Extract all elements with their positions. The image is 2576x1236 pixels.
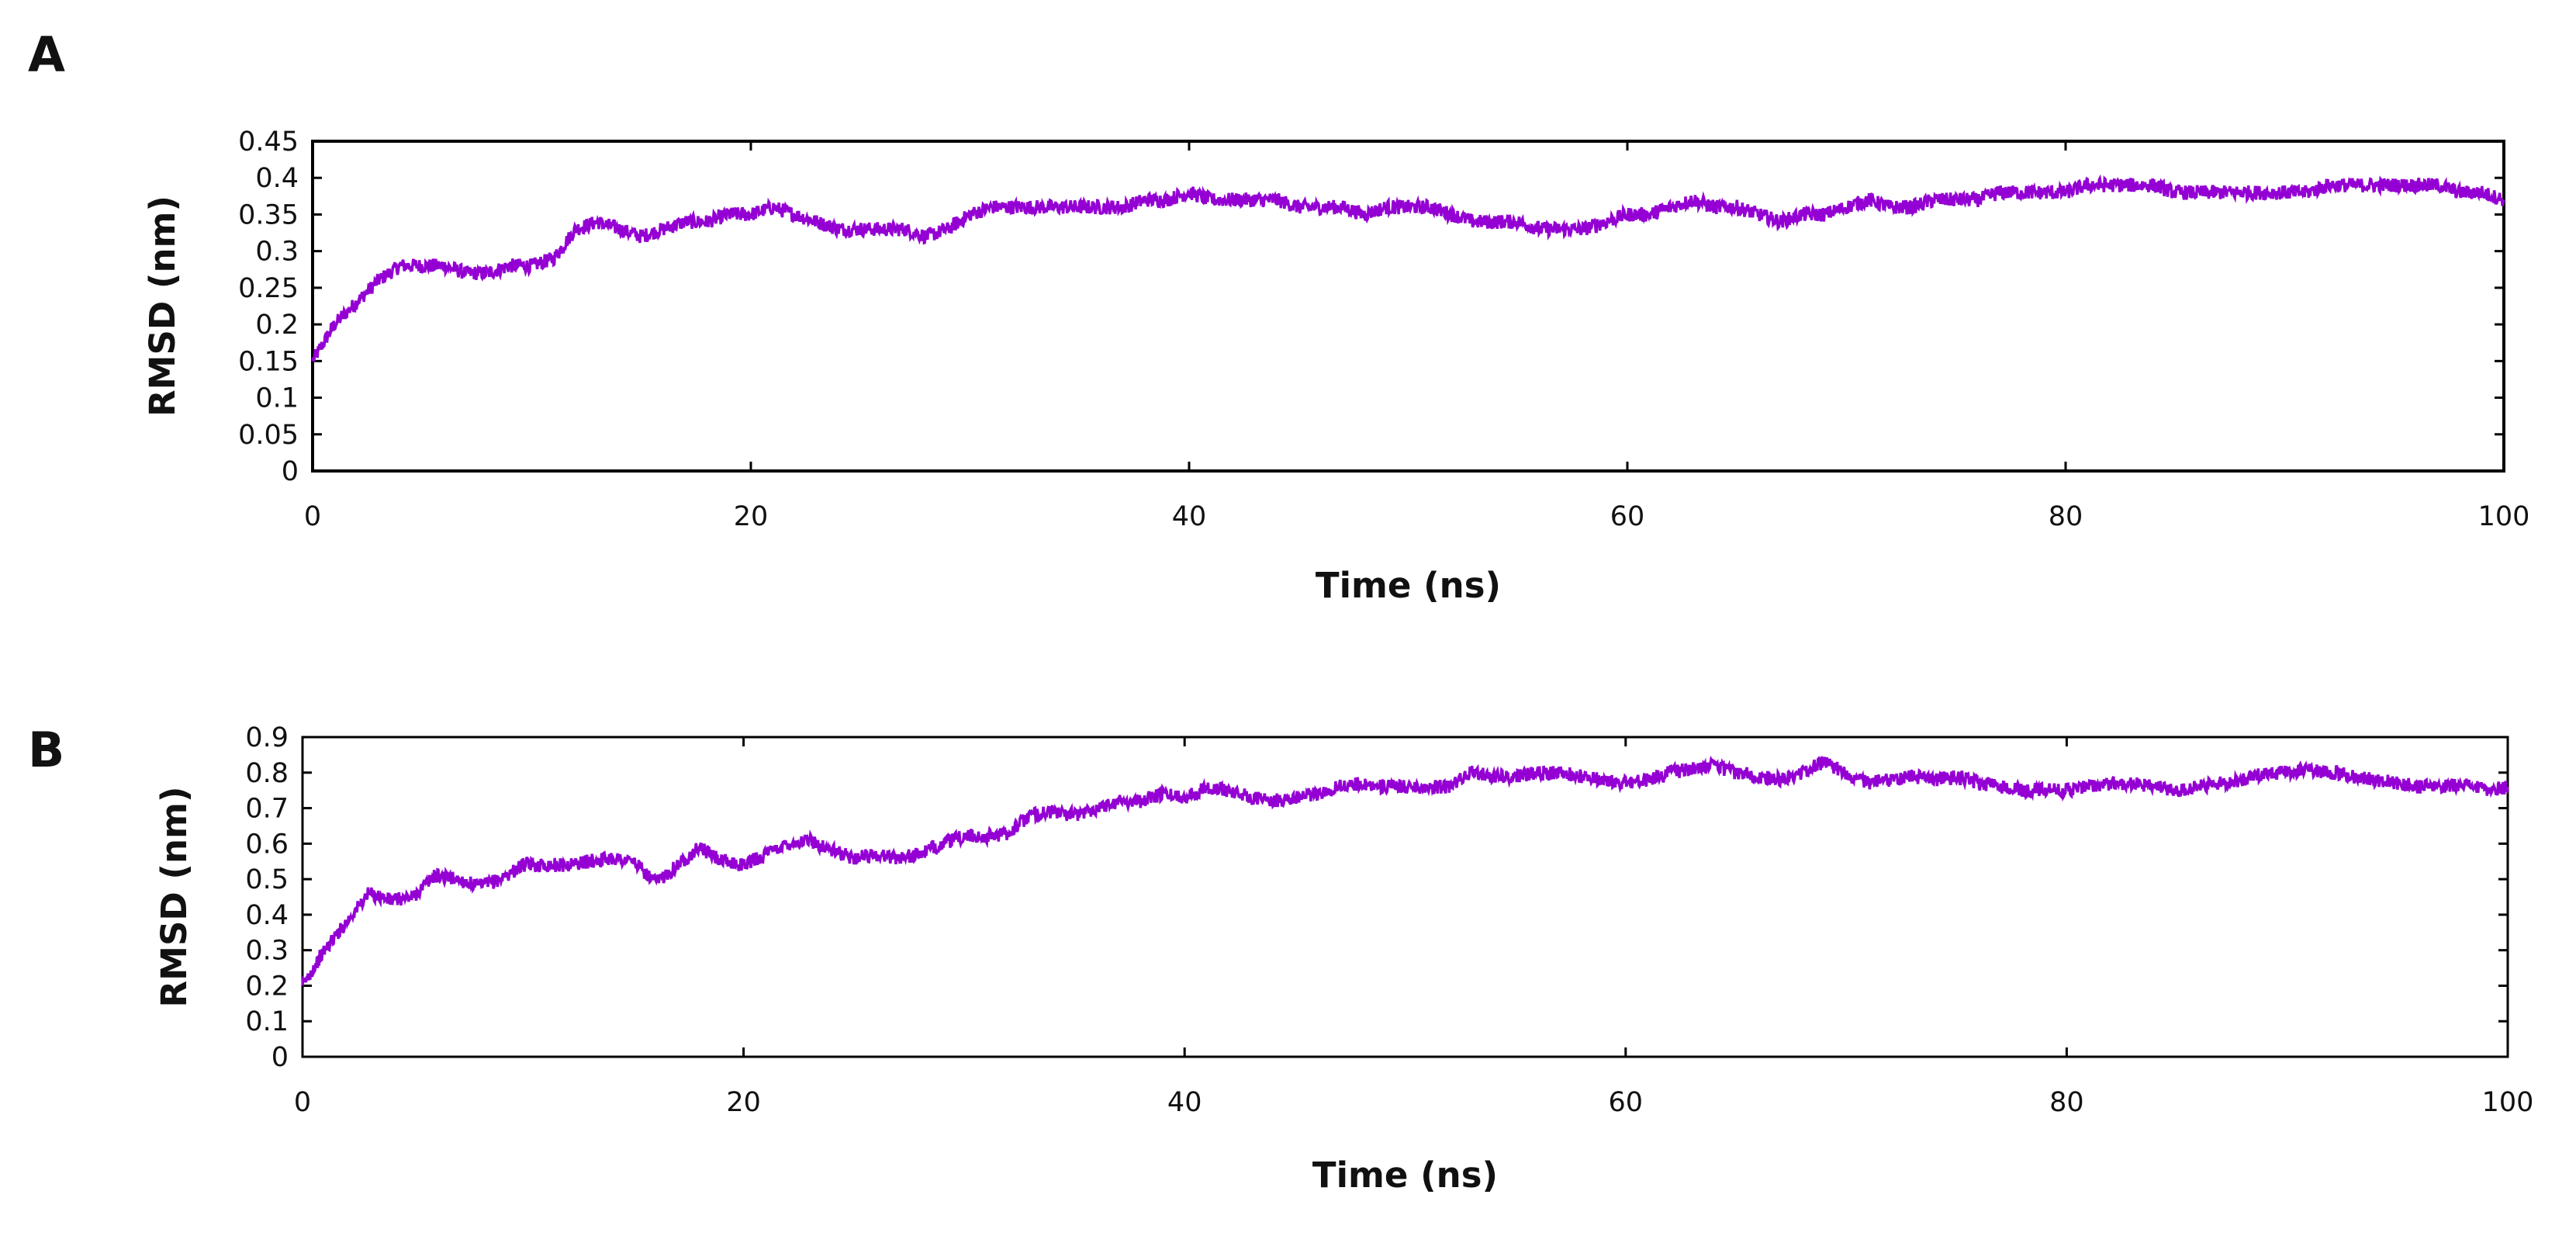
y-tick-label: 0.45: [238, 126, 299, 158]
y-tick-label: 0.9: [245, 722, 289, 753]
y-tick-label: 0.05: [238, 420, 299, 451]
y-tick-label: 0.15: [238, 346, 299, 377]
chart-panel-a: 0 20 40 60 80 100 0 0.05 0.1 0.15 0.2 0.25 0.3 0.35 0.…: [142, 126, 2529, 606]
y-axis-title-b: RMSD (nm): [154, 787, 195, 1008]
y-tick-label: 0.4: [245, 900, 289, 931]
x-tick-label: 80: [2049, 501, 2083, 532]
x-tick-label: 0: [304, 501, 321, 532]
y-tick-label: 0.4: [255, 163, 299, 194]
y-tick-label: 0: [271, 1042, 289, 1073]
y-tick-label: 0.7: [245, 794, 289, 825]
chart-panel-b: 0 20 40 60 80 100 0 0.1 0.2 0.3 0.4 0.5 0.6 0.7 0.8 0.9…: [154, 722, 2533, 1196]
x-tick-label: 80: [2049, 1087, 2084, 1118]
y-tick-label: 0.1: [255, 383, 299, 414]
y-tick-label: 0.3: [255, 237, 299, 268]
x-tick-label: 60: [1610, 501, 1645, 532]
x-tick-label: 20: [734, 501, 769, 532]
x-tick-label: 0: [294, 1087, 311, 1118]
y-tick-label: 0.2: [245, 971, 289, 1002]
y-tick-label: 0.35: [238, 199, 299, 230]
rmsd-line-b: [301, 755, 2509, 986]
y-tick-label: 0.5: [245, 864, 289, 895]
rmsd-line-a: [311, 174, 2505, 362]
x-tick-label: 20: [726, 1087, 761, 1118]
y-axis-title-a: RMSD (nm): [142, 196, 183, 417]
panel-label-b: B: [28, 722, 64, 778]
y-tick-label: 0.6: [245, 829, 289, 860]
x-tick-label: 60: [1609, 1087, 1644, 1118]
x-tick-label: 40: [1167, 1087, 1202, 1118]
x-tick-label: 100: [2478, 501, 2530, 532]
y-tick-label: 0.2: [255, 310, 299, 341]
y-tick-label: 0.8: [245, 758, 289, 789]
y-tick-label: 0.3: [245, 936, 289, 967]
plot-frame-b: [301, 736, 2509, 1058]
x-axis-title-b: Time (ns): [1312, 1155, 1498, 1196]
plot-frame-a: [311, 140, 2505, 473]
x-axis-title-a: Time (ns): [1316, 565, 1501, 606]
y-tick-label: 0.1: [245, 1006, 289, 1037]
y-tick-label: 0.25: [238, 273, 299, 304]
x-tick-label: 100: [2482, 1087, 2534, 1118]
y-tick-label: 0: [282, 456, 299, 487]
panel-label-a: A: [28, 26, 65, 83]
x-tick-label: 40: [1172, 501, 1207, 532]
